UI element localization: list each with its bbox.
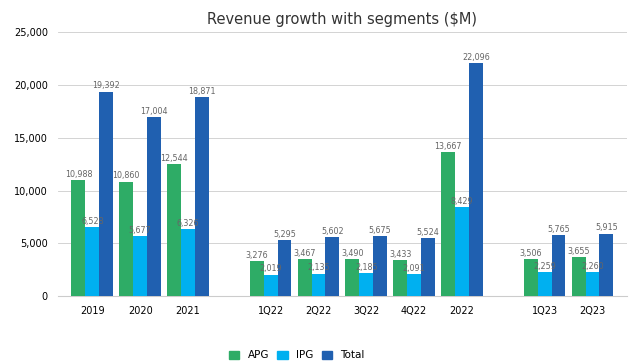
Text: 5,765: 5,765 bbox=[547, 225, 570, 234]
Bar bbox=[298, 260, 312, 296]
Text: 2,259: 2,259 bbox=[533, 262, 556, 271]
Text: 18,871: 18,871 bbox=[188, 87, 216, 96]
Bar bbox=[469, 63, 483, 296]
Bar bbox=[99, 92, 113, 296]
Text: 5,602: 5,602 bbox=[321, 227, 344, 236]
Text: 22,096: 22,096 bbox=[462, 53, 490, 62]
Bar bbox=[346, 259, 360, 296]
Text: 3,506: 3,506 bbox=[520, 249, 542, 258]
Text: 2,260: 2,260 bbox=[581, 262, 604, 271]
Bar bbox=[421, 238, 435, 296]
Bar bbox=[394, 260, 407, 296]
Text: 3,655: 3,655 bbox=[567, 247, 590, 256]
Bar bbox=[133, 236, 147, 296]
Text: 5,677: 5,677 bbox=[129, 226, 152, 235]
Bar bbox=[524, 259, 538, 296]
Bar bbox=[85, 227, 99, 296]
Text: 3,467: 3,467 bbox=[293, 249, 316, 258]
Bar bbox=[119, 182, 133, 296]
Text: 5,524: 5,524 bbox=[417, 227, 440, 236]
Bar bbox=[147, 117, 161, 296]
Bar bbox=[264, 275, 278, 296]
Text: 6,528: 6,528 bbox=[81, 217, 104, 226]
Legend: APG, IPG, Total: APG, IPG, Total bbox=[225, 346, 369, 361]
Text: 2,091: 2,091 bbox=[403, 264, 426, 273]
Text: 13,667: 13,667 bbox=[435, 142, 462, 151]
Text: 10,860: 10,860 bbox=[113, 171, 140, 180]
Bar bbox=[250, 261, 264, 296]
Bar bbox=[373, 236, 387, 296]
Text: 19,392: 19,392 bbox=[92, 81, 120, 90]
Text: 3,490: 3,490 bbox=[341, 249, 364, 258]
Bar bbox=[360, 273, 373, 296]
Bar bbox=[407, 274, 421, 296]
Text: 8,429: 8,429 bbox=[451, 197, 474, 206]
Text: 2,019: 2,019 bbox=[259, 265, 282, 274]
Text: 17,004: 17,004 bbox=[140, 106, 168, 116]
Bar bbox=[72, 180, 85, 296]
Bar bbox=[278, 240, 291, 296]
Text: 6,326: 6,326 bbox=[177, 219, 199, 228]
Text: 2,185: 2,185 bbox=[355, 263, 378, 272]
Text: 12,544: 12,544 bbox=[161, 153, 188, 162]
Bar bbox=[600, 234, 613, 296]
Bar bbox=[195, 97, 209, 296]
Bar bbox=[455, 207, 469, 296]
Bar bbox=[552, 235, 566, 296]
Bar bbox=[167, 164, 181, 296]
Title: Revenue growth with segments ($M): Revenue growth with segments ($M) bbox=[207, 12, 477, 27]
Bar bbox=[325, 237, 339, 296]
Text: 2,135: 2,135 bbox=[307, 263, 330, 272]
Text: 3,276: 3,276 bbox=[245, 251, 268, 260]
Bar bbox=[312, 274, 325, 296]
Bar bbox=[572, 257, 586, 296]
Bar bbox=[538, 272, 552, 296]
Text: 10,988: 10,988 bbox=[65, 170, 92, 179]
Bar bbox=[181, 229, 195, 296]
Text: 5,675: 5,675 bbox=[369, 226, 392, 235]
Text: 3,433: 3,433 bbox=[389, 249, 412, 258]
Bar bbox=[441, 152, 455, 296]
Text: 5,295: 5,295 bbox=[273, 230, 296, 239]
Text: 5,915: 5,915 bbox=[595, 223, 618, 232]
Bar bbox=[586, 272, 600, 296]
